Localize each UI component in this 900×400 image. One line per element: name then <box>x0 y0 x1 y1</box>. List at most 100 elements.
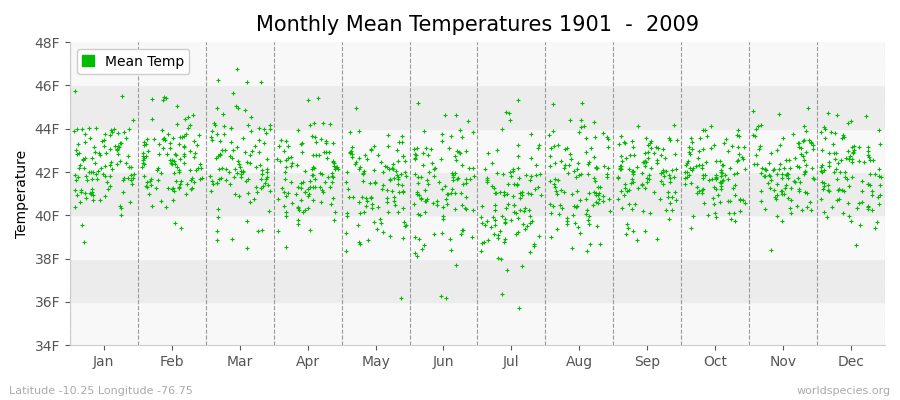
Point <box>554 158 568 164</box>
Point <box>361 237 375 244</box>
Point <box>395 133 410 140</box>
Point <box>346 194 361 200</box>
Point <box>186 112 201 118</box>
Point <box>151 165 166 172</box>
Point <box>726 171 741 178</box>
Point <box>360 156 374 162</box>
Point <box>396 188 410 194</box>
Point <box>661 194 675 200</box>
Point <box>823 163 837 170</box>
Point <box>314 199 328 206</box>
Point <box>167 158 182 164</box>
Point <box>708 174 723 181</box>
Point <box>364 195 378 201</box>
Point <box>466 206 481 213</box>
Point <box>718 136 733 142</box>
Point <box>183 148 197 154</box>
Point <box>251 228 266 235</box>
Point <box>454 162 469 168</box>
Point <box>121 152 135 159</box>
Point <box>597 198 611 205</box>
Point <box>174 178 188 184</box>
Point <box>281 190 295 196</box>
Point <box>95 138 110 144</box>
Point <box>787 178 801 184</box>
Point <box>547 143 562 149</box>
Point <box>714 172 728 179</box>
Point <box>693 135 707 141</box>
Point <box>494 125 508 132</box>
Point <box>680 157 695 164</box>
Point <box>591 200 606 206</box>
Point <box>773 161 788 168</box>
Point <box>624 152 638 158</box>
Point <box>306 152 320 158</box>
Point <box>357 209 372 215</box>
Point <box>580 248 594 254</box>
Point <box>817 123 832 130</box>
Point <box>410 211 425 218</box>
Point <box>394 182 409 188</box>
Point <box>248 143 263 150</box>
Point <box>591 196 606 202</box>
Point <box>481 174 495 181</box>
Point <box>301 186 315 192</box>
Point <box>861 144 876 150</box>
Point <box>279 193 293 200</box>
Point <box>163 140 177 146</box>
Point <box>90 176 104 182</box>
Point <box>342 194 356 200</box>
Point <box>806 174 821 181</box>
Point <box>413 174 428 180</box>
Point <box>326 174 340 180</box>
Point <box>818 126 832 133</box>
Point <box>488 222 502 229</box>
Point <box>612 141 626 147</box>
Point <box>319 149 333 155</box>
Point <box>223 180 238 187</box>
Point <box>262 188 276 194</box>
Point <box>124 172 139 178</box>
Point <box>345 150 359 157</box>
Point <box>509 182 524 188</box>
Point <box>634 181 649 187</box>
Point <box>308 134 322 140</box>
Point <box>446 177 461 184</box>
Point <box>414 196 428 202</box>
Point <box>698 159 713 166</box>
Point <box>251 124 266 131</box>
Point <box>495 213 509 220</box>
Point <box>775 218 789 225</box>
Point <box>305 133 320 140</box>
Point <box>440 201 454 208</box>
Point <box>497 189 511 195</box>
Point <box>211 179 225 186</box>
Point <box>792 178 806 185</box>
Point <box>406 201 420 208</box>
Point <box>211 205 225 212</box>
Point <box>862 154 877 160</box>
Point <box>731 144 745 150</box>
Point <box>777 165 791 171</box>
Point <box>753 143 768 149</box>
Point <box>203 134 218 140</box>
Point <box>416 150 430 156</box>
Point <box>639 158 653 165</box>
Point <box>662 136 677 143</box>
Point <box>384 164 399 171</box>
Point <box>489 190 503 196</box>
Point <box>570 203 584 209</box>
Point <box>136 160 150 166</box>
Point <box>353 210 367 216</box>
Point <box>840 176 854 182</box>
Point <box>352 199 366 205</box>
Point <box>149 185 164 192</box>
Point <box>667 151 681 158</box>
Point <box>518 205 532 211</box>
Point <box>323 121 338 128</box>
Point <box>789 203 804 209</box>
Point <box>579 196 593 202</box>
Point <box>419 176 434 183</box>
Point <box>226 147 240 153</box>
Point <box>353 164 367 170</box>
